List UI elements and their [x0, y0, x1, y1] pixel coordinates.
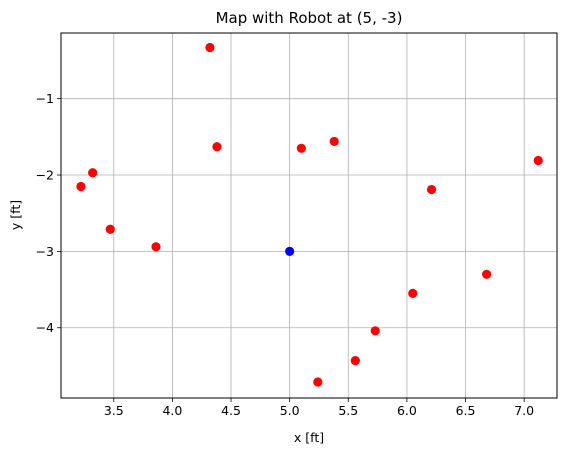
data-point — [105, 224, 115, 234]
data-point — [296, 143, 306, 153]
x-tick-label: 6.5 — [456, 403, 476, 418]
data-point — [285, 246, 295, 256]
y-tick-label: −1 — [36, 91, 54, 106]
y-tick-label: −3 — [36, 244, 54, 259]
x-tick-label: 6.0 — [397, 403, 417, 418]
axis-ticks: 3.5 4.0 4.5 5.0 5.5 6.0 6.5 7.0 −1 −2 −3 −4 — [36, 91, 535, 418]
y-tick-label: −4 — [36, 320, 54, 335]
data-point — [408, 288, 418, 298]
data-point — [350, 355, 360, 366]
data-points — [76, 42, 543, 387]
data-point — [313, 377, 323, 387]
x-tick-label: 5.5 — [338, 403, 358, 418]
grid-lines — [61, 33, 557, 398]
data-point — [76, 181, 86, 192]
x-axis-label: x [ft] — [294, 430, 324, 445]
x-tick-label: 3.5 — [104, 403, 124, 418]
x-tick-label: 7.0 — [514, 403, 534, 418]
data-point — [205, 42, 215, 53]
data-point — [426, 184, 437, 195]
chart-title: Map with Robot at (5, -3) — [216, 9, 403, 27]
x-tick-label: 5.0 — [280, 403, 300, 418]
x-tick-label: 4.0 — [162, 403, 182, 418]
x-tick-label: 4.5 — [221, 403, 241, 418]
data-point — [212, 142, 222, 152]
data-point — [370, 326, 380, 336]
data-point — [533, 155, 543, 166]
y-axis-label: y [ft] — [8, 200, 23, 230]
data-point — [151, 242, 161, 252]
data-point — [329, 136, 339, 147]
plot-frame — [60, 32, 558, 399]
data-point — [88, 168, 98, 178]
data-point — [482, 269, 492, 279]
y-tick-label: −2 — [36, 168, 54, 183]
